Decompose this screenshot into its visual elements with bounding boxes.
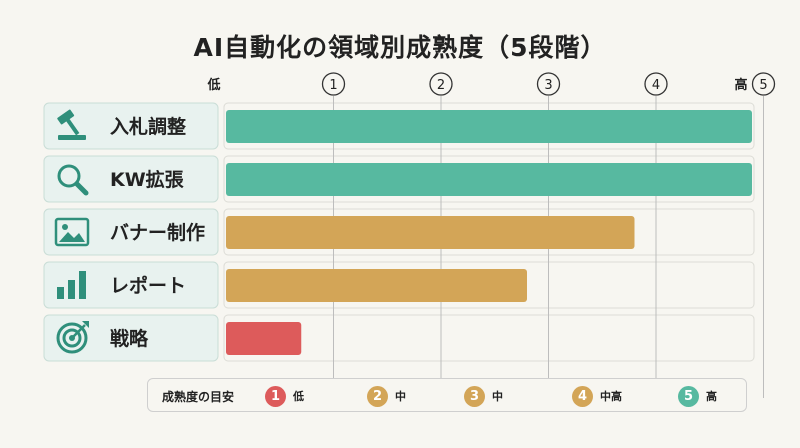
legend-label-4: 中高	[600, 390, 622, 403]
tick-label-3: 3	[544, 78, 552, 93]
category-label-3: バナー制作	[110, 221, 205, 244]
category-card-4	[43, 261, 219, 309]
category-label-2: KW拡張	[110, 168, 185, 191]
tick-label-2: 2	[437, 78, 445, 93]
legend-label-2: 中	[395, 390, 406, 403]
legend-label-1: 低	[293, 390, 304, 403]
tick-label-5: 5	[759, 78, 767, 93]
bar-2	[226, 163, 752, 196]
legend-label-3: 中	[492, 390, 503, 403]
bar-3	[226, 216, 635, 249]
category-label-4: レポート	[110, 274, 186, 297]
axis-low-label: 低	[206, 77, 220, 93]
row-frame-5	[223, 314, 755, 362]
legend: 成熟度の目安 1 低 2 中 3 中 4 中高 5 高	[147, 378, 747, 412]
tick-label-1: 1	[329, 78, 337, 93]
target-icon	[56, 321, 89, 354]
category-card-1	[43, 102, 219, 150]
category-card-2	[43, 155, 219, 203]
bar-4	[226, 269, 527, 302]
tick-circle-4	[644, 72, 668, 96]
legend-number-2: 2	[367, 385, 388, 407]
bar-1	[226, 110, 752, 143]
legend-item-3: 3 中	[464, 385, 503, 407]
tick-circle-3	[536, 72, 561, 96]
chart-title: AI自動化の領域別成熟度（5段階）	[193, 33, 607, 62]
magnifier-icon	[57, 164, 89, 196]
legend-item-5: 5 高	[678, 385, 717, 407]
legend-title: 成熟度の目安	[162, 390, 235, 404]
legend-item-1: 1 低	[265, 385, 304, 407]
legend-number-5: 5	[678, 385, 699, 407]
tick-circle-2	[429, 72, 453, 96]
tick-circle-5	[751, 72, 776, 96]
axis-high-label: 高	[734, 77, 747, 93]
bar-chart-icon	[57, 271, 86, 299]
legend-item-4: 4 中高	[572, 385, 622, 407]
legend-number-3: 3	[464, 385, 485, 407]
legend-label-5: 高	[706, 390, 717, 403]
gavel-icon	[57, 109, 86, 140]
legend-number-4: 4	[572, 385, 593, 407]
legend-item-2: 2 中	[367, 385, 406, 407]
tick-label-4: 4	[652, 78, 660, 93]
tick-circle-1	[321, 72, 346, 96]
category-label-5: 戦略	[110, 327, 149, 350]
category-label-1: 入札調整	[110, 115, 186, 138]
bar-5	[226, 322, 302, 355]
image-icon	[54, 217, 90, 247]
legend-number-1: 1	[265, 385, 286, 407]
